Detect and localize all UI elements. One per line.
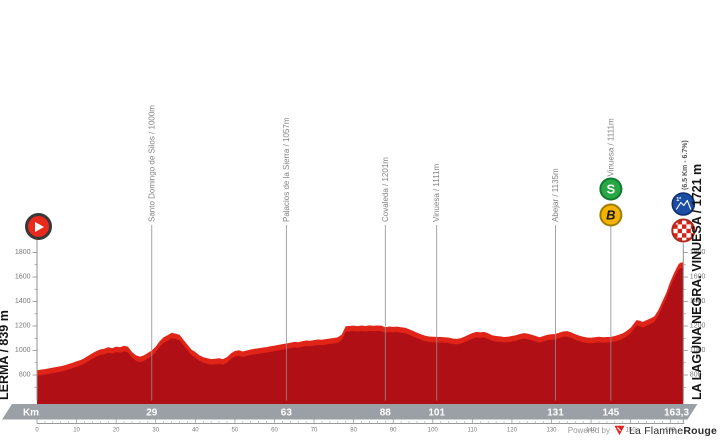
brand-bold: Rouge — [683, 424, 717, 437]
ruler-tick-label: 90 — [390, 428, 397, 434]
waypoint-label: Palacios de la Sierra / 1057m — [282, 117, 291, 222]
ruler-tick-label: 150 — [626, 428, 637, 434]
sprint-icon: S — [599, 177, 623, 201]
right-axis-tick-label: 800 — [690, 372, 702, 379]
waypoint-label: Abejar / 1135m — [551, 168, 560, 222]
powered-by-text: Powered by — [567, 426, 610, 435]
ruler-tick-label: 60 — [271, 428, 278, 434]
ruler-tick-label: 50 — [232, 428, 239, 434]
footer: Powered by La FlammeRouge — [568, 423, 717, 438]
final-climb-note: (6.5 Km - 6.7%) — [682, 140, 689, 190]
svg-text:S: S — [607, 182, 616, 197]
ruler-tick-label: 80 — [350, 428, 357, 434]
ruler-tick-label: 120 — [507, 428, 518, 434]
la-flamme-rouge-logo-icon — [614, 425, 625, 436]
km-bar — [2, 404, 698, 420]
km-bar-value: 145 — [603, 407, 620, 418]
km-bar-value: 163,3 — [664, 407, 689, 418]
right-axis-tick-label: 1800 — [690, 249, 706, 256]
ruler-tick-label: 40 — [192, 428, 199, 434]
play-icon — [35, 221, 44, 232]
finish-checkered-icon — [671, 218, 696, 243]
left-axis-tick-label: 1000 — [15, 347, 31, 354]
left-axis-tick-label: 800 — [19, 372, 31, 379]
right-axis-tick-label: 1000 — [690, 347, 706, 354]
ruler-tick-label: 100 — [428, 428, 439, 434]
svg-text:1ª: 1ª — [676, 196, 682, 203]
play-button[interactable] — [25, 213, 52, 240]
ruler-tick-label: 30 — [152, 428, 159, 434]
start-label: LERMA / 839 m — [0, 310, 11, 400]
ruler-tick-label: 110 — [468, 428, 478, 434]
waypoint-label: Covaleda / 1201m — [381, 157, 390, 222]
ruler-tick-label: 0 — [35, 428, 39, 434]
ruler-tick-label: 140 — [586, 428, 597, 434]
category-1-climb-icon: 1ª — [671, 192, 696, 216]
left-axis-tick-label: 1800 — [15, 249, 31, 256]
ruler-tick-label: 70 — [311, 428, 318, 434]
ruler-tick-label: 160 — [665, 428, 676, 434]
waypoint-label: Vinuesa / 1111m — [606, 118, 615, 176]
right-axis-tick-label: 1400 — [690, 298, 706, 305]
km-bar-value: 101 — [428, 407, 445, 418]
left-axis-tick-label: 1400 — [15, 298, 31, 305]
left-axis-tick-label: 1200 — [15, 323, 31, 330]
svg-text:B: B — [606, 208, 615, 223]
la-flamme-rouge-link[interactable]: La FlammeRouge — [629, 425, 717, 437]
km-bar-title: Km — [23, 407, 39, 418]
km-bar-value: 63 — [281, 407, 293, 418]
elevation-area-body — [37, 267, 684, 406]
km-bar-value: 29 — [146, 407, 158, 418]
waypoint-label: Santo Domingo de Silos / 1000m — [147, 105, 156, 222]
bonus-seconds-icon: B — [599, 203, 623, 227]
ruler-tick-label: 130 — [546, 428, 557, 434]
right-axis-tick-label: 1600 — [690, 274, 706, 281]
right-axis-tick-label: 1200 — [690, 323, 706, 330]
waypoint-label: Vinuesa / 1111m — [432, 164, 441, 222]
ruler-tick-label: 10 — [73, 428, 80, 434]
left-axis-tick-label: 1600 — [15, 274, 31, 281]
km-bar-value: 131 — [547, 407, 564, 418]
km-bar-value: 88 — [380, 407, 392, 418]
ruler-tick-label: 20 — [113, 428, 120, 434]
brand-regular: La Flamme — [629, 424, 684, 437]
finish-label: LA LAGUNA NEGRA. VINUESA / 1721 m — [690, 163, 704, 400]
